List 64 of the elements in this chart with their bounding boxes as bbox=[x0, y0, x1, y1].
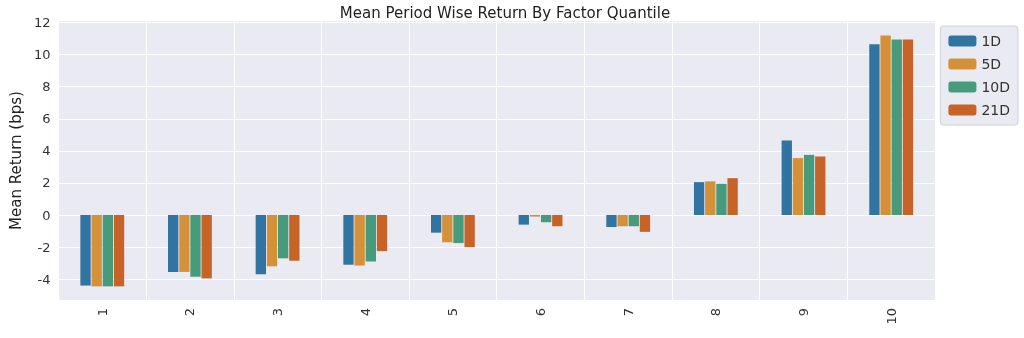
y-tick-label: 8 bbox=[42, 79, 51, 95]
bar bbox=[693, 182, 705, 216]
bar bbox=[705, 181, 716, 216]
y-tick-label: 4 bbox=[42, 143, 51, 159]
bar bbox=[727, 178, 738, 216]
y-tick-label: 2 bbox=[42, 175, 51, 191]
bar bbox=[781, 140, 792, 216]
bar bbox=[464, 215, 475, 248]
bar bbox=[453, 215, 464, 244]
bar bbox=[113, 215, 125, 287]
bar bbox=[168, 215, 179, 272]
x-tick-label: 2 bbox=[182, 308, 198, 317]
x-tick-label: 4 bbox=[357, 308, 373, 317]
bar bbox=[880, 35, 891, 216]
bar bbox=[255, 215, 266, 275]
bar bbox=[91, 215, 102, 287]
bar bbox=[80, 215, 91, 286]
bar bbox=[803, 154, 815, 216]
x-tick-label: 9 bbox=[796, 308, 812, 317]
bar bbox=[606, 215, 617, 228]
bar bbox=[540, 215, 552, 223]
x-tick-label: 6 bbox=[533, 308, 549, 317]
bar bbox=[442, 215, 453, 243]
bar bbox=[552, 215, 563, 227]
legend-label: 5D bbox=[981, 56, 1002, 72]
bar bbox=[289, 215, 300, 261]
bar bbox=[278, 215, 289, 259]
x-tick-label: 3 bbox=[270, 308, 286, 317]
bar bbox=[628, 215, 639, 227]
bar bbox=[891, 39, 902, 216]
y-tick-label: -4 bbox=[37, 271, 51, 287]
bar bbox=[354, 215, 365, 266]
bar bbox=[266, 215, 278, 267]
legend-label: 10D bbox=[981, 79, 1011, 95]
bar bbox=[902, 39, 914, 216]
bar bbox=[716, 183, 727, 216]
bar bbox=[869, 44, 880, 216]
y-tick-label: -2 bbox=[37, 239, 51, 255]
bar bbox=[201, 215, 212, 279]
y-tick-label: 10 bbox=[33, 47, 51, 63]
legend-label: 21D bbox=[981, 102, 1011, 118]
x-tick-label: 1 bbox=[94, 308, 110, 317]
bar bbox=[376, 215, 388, 252]
bar bbox=[102, 215, 114, 287]
y-tick-label: 12 bbox=[33, 15, 51, 31]
bar bbox=[617, 215, 628, 227]
y-tick-label: 0 bbox=[42, 207, 51, 223]
bar bbox=[792, 158, 804, 216]
legend-label: 1D bbox=[981, 33, 1002, 49]
bar bbox=[179, 215, 190, 272]
bar bbox=[190, 215, 201, 277]
y-axis-title: Mean Return (bps) bbox=[6, 91, 25, 230]
bar bbox=[430, 215, 442, 233]
x-tick-label: 7 bbox=[620, 308, 636, 317]
bar bbox=[343, 215, 354, 265]
x-tick-label: 5 bbox=[445, 308, 461, 317]
y-tick-label: 6 bbox=[42, 111, 51, 127]
x-tick-label: 10 bbox=[883, 308, 899, 325]
bar bbox=[815, 156, 826, 216]
bar bbox=[518, 215, 529, 225]
chart-title: Mean Period Wise Return By Factor Quantile bbox=[339, 3, 671, 22]
bar bbox=[365, 215, 376, 262]
bar bbox=[639, 215, 651, 232]
x-tick-label: 8 bbox=[708, 308, 724, 317]
